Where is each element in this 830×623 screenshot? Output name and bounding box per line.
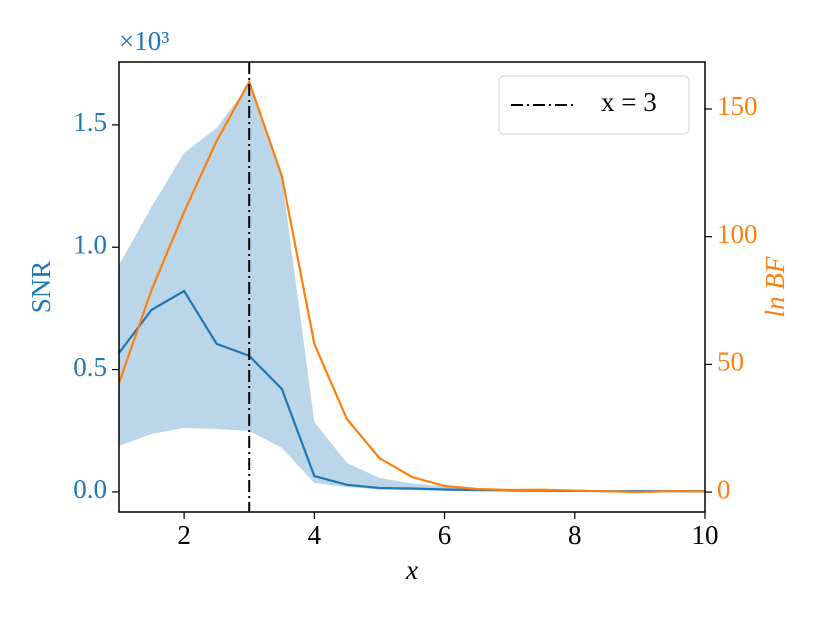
line [119,79,705,494]
y-tick-label: 1.5 [73,107,107,137]
y2-tick-label: 50 [717,347,744,377]
y2-tick-label: 100 [717,219,758,249]
x-tick-label: 10 [692,520,719,550]
plot-area [119,79,705,494]
y2-axis-label: ln BF [760,256,790,317]
y-axis-label: SNR [26,261,56,314]
x-tick-label: 2 [177,520,191,550]
y2-tick-label: 0 [717,474,731,504]
legend-box [498,75,690,135]
x-axis-label: x [405,555,418,585]
y-tick-label: 0.0 [73,474,107,504]
y-tick-label: 0.5 [73,352,107,382]
y-offset-label: ×10³ [119,26,169,56]
legend-label: x = 3 [601,87,657,117]
y-tick-label: 1.0 [73,229,107,259]
x-tick-label: 8 [568,520,582,550]
error-band [119,84,705,492]
x-tick-label: 6 [438,520,452,550]
y2-tick-label: 150 [717,91,758,121]
plot-frame [118,61,706,513]
x-tick-label: 4 [308,520,322,550]
